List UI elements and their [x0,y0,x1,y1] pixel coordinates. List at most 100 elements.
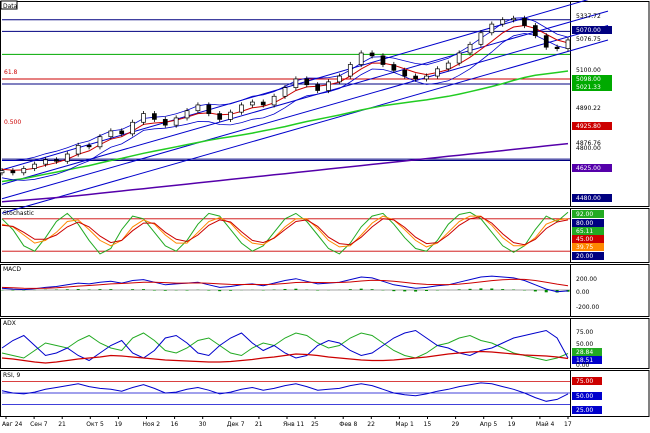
candle-body [348,65,352,77]
x-axis-label: 15 [424,421,432,428]
panel-frame-macd [1,265,571,317]
candle-body [229,112,233,119]
candle-body [65,154,69,161]
price-axis-label: 5337.72 [576,13,601,20]
candle-body [381,56,385,65]
candle-body [370,53,374,56]
candle-body [457,53,461,63]
candle-body [392,65,396,71]
x-axis-label: 25 [311,421,319,428]
price-axis-label: 5070.00 [576,27,601,34]
candle-body [501,20,505,24]
stoch-axis-label: 80.00 [576,220,593,227]
panel-frame-price [1,2,571,207]
adx-axis-label: 28.84 [576,349,593,356]
stoch-axis-label: 45.00 [576,236,593,243]
x-axis-label: 16 [171,421,179,428]
candle-body [109,131,113,137]
candle-body [337,76,341,82]
macd-histogram-bar [392,290,395,291]
candle-body [566,40,570,49]
candle-body [207,105,211,114]
x-axis-label: 21 [255,421,263,428]
macd-histogram-bar [294,289,297,290]
x-axis-label: Мар 1 [395,421,414,428]
x-axis-label: Окт 5 [86,421,104,428]
x-axis-label: Сен 7 [30,421,48,428]
macd-histogram-bar [77,289,80,290]
candle-body [218,114,222,120]
x-axis-label: Май 4 [536,421,555,428]
macd-histogram-bar [490,288,493,290]
macd-axis-label: 0.00 [576,289,590,296]
price-axis-label: 5021.33 [576,84,601,91]
price-axis-label: 4625.00 [576,165,601,172]
candle-body [327,82,331,91]
candle-body [316,85,320,91]
candle-body [76,145,80,154]
x-axis-label: 22 [367,421,375,428]
macd-axis-label: 200.00 [576,276,597,283]
candle-body [261,102,265,105]
rsi-axis-label: 50.00 [576,393,593,400]
candle-body [98,137,102,147]
macd-histogram-bar [186,290,189,291]
candle-body [54,160,58,161]
candle-body [533,26,537,36]
candle-body [152,114,156,120]
candle-body [44,160,48,164]
rsi-axis-label: 25.00 [576,407,593,414]
macd-axis-label: -200.00 [576,304,599,311]
panel-frame-rsi [1,371,571,417]
candle-body [435,69,439,76]
macd-histogram-bar [479,288,482,290]
x-axis-label: 19 [114,421,122,428]
x-axis-label: Апр 5 [480,421,498,428]
adx-axis-label: 0.00 [576,362,590,369]
adx-panel-label: ADX [3,320,16,327]
price-axis-label: 5100.00 [576,67,601,74]
x-axis-label: 17 [564,421,572,428]
candle-body [131,122,135,134]
candle-body [305,79,309,85]
rsi-panel-label: RSI, 9 [3,372,21,379]
macd-histogram-bar [349,289,352,290]
price-panel-label: Data [3,3,18,10]
macd-histogram-bar [534,290,537,291]
candle-body [142,114,146,123]
macd-histogram-bar [131,289,134,290]
candle-body [33,164,37,168]
macd-histogram-bar [414,290,417,292]
macd-histogram-bar [501,289,504,290]
macd-histogram-bar [371,289,374,290]
macd-histogram-bar [164,290,167,291]
candle-body [446,63,450,69]
macd-histogram-bar [545,290,548,292]
candle-body [555,47,559,48]
price-axis-label: 4925.80 [576,123,601,130]
panel-frame-adx [1,319,571,369]
macd-histogram-bar [403,290,406,291]
candle-body [359,53,363,65]
candle-body [522,18,526,25]
macd-panel-label: MACD [3,266,21,273]
candle-body [272,96,276,105]
x-axis-label: 30 [199,421,207,428]
x-axis-label: Ноя 2 [143,421,161,428]
price-axis-label: 5076.75 [576,36,601,43]
macd-histogram-bar [98,289,101,290]
macd-histogram-bar [66,289,69,290]
candle-body [468,44,472,53]
candle-body [87,145,91,146]
macd-histogram-bar [207,290,210,291]
candle-body [0,171,4,173]
macd-histogram-bar [469,289,472,290]
adx-axis-label: 50.00 [576,341,593,348]
candle-body [239,105,243,112]
candle-body [512,18,516,19]
x-axis-label: Дек 7 [227,421,245,428]
candle-body [196,105,200,111]
macd-histogram-bar [153,290,156,291]
